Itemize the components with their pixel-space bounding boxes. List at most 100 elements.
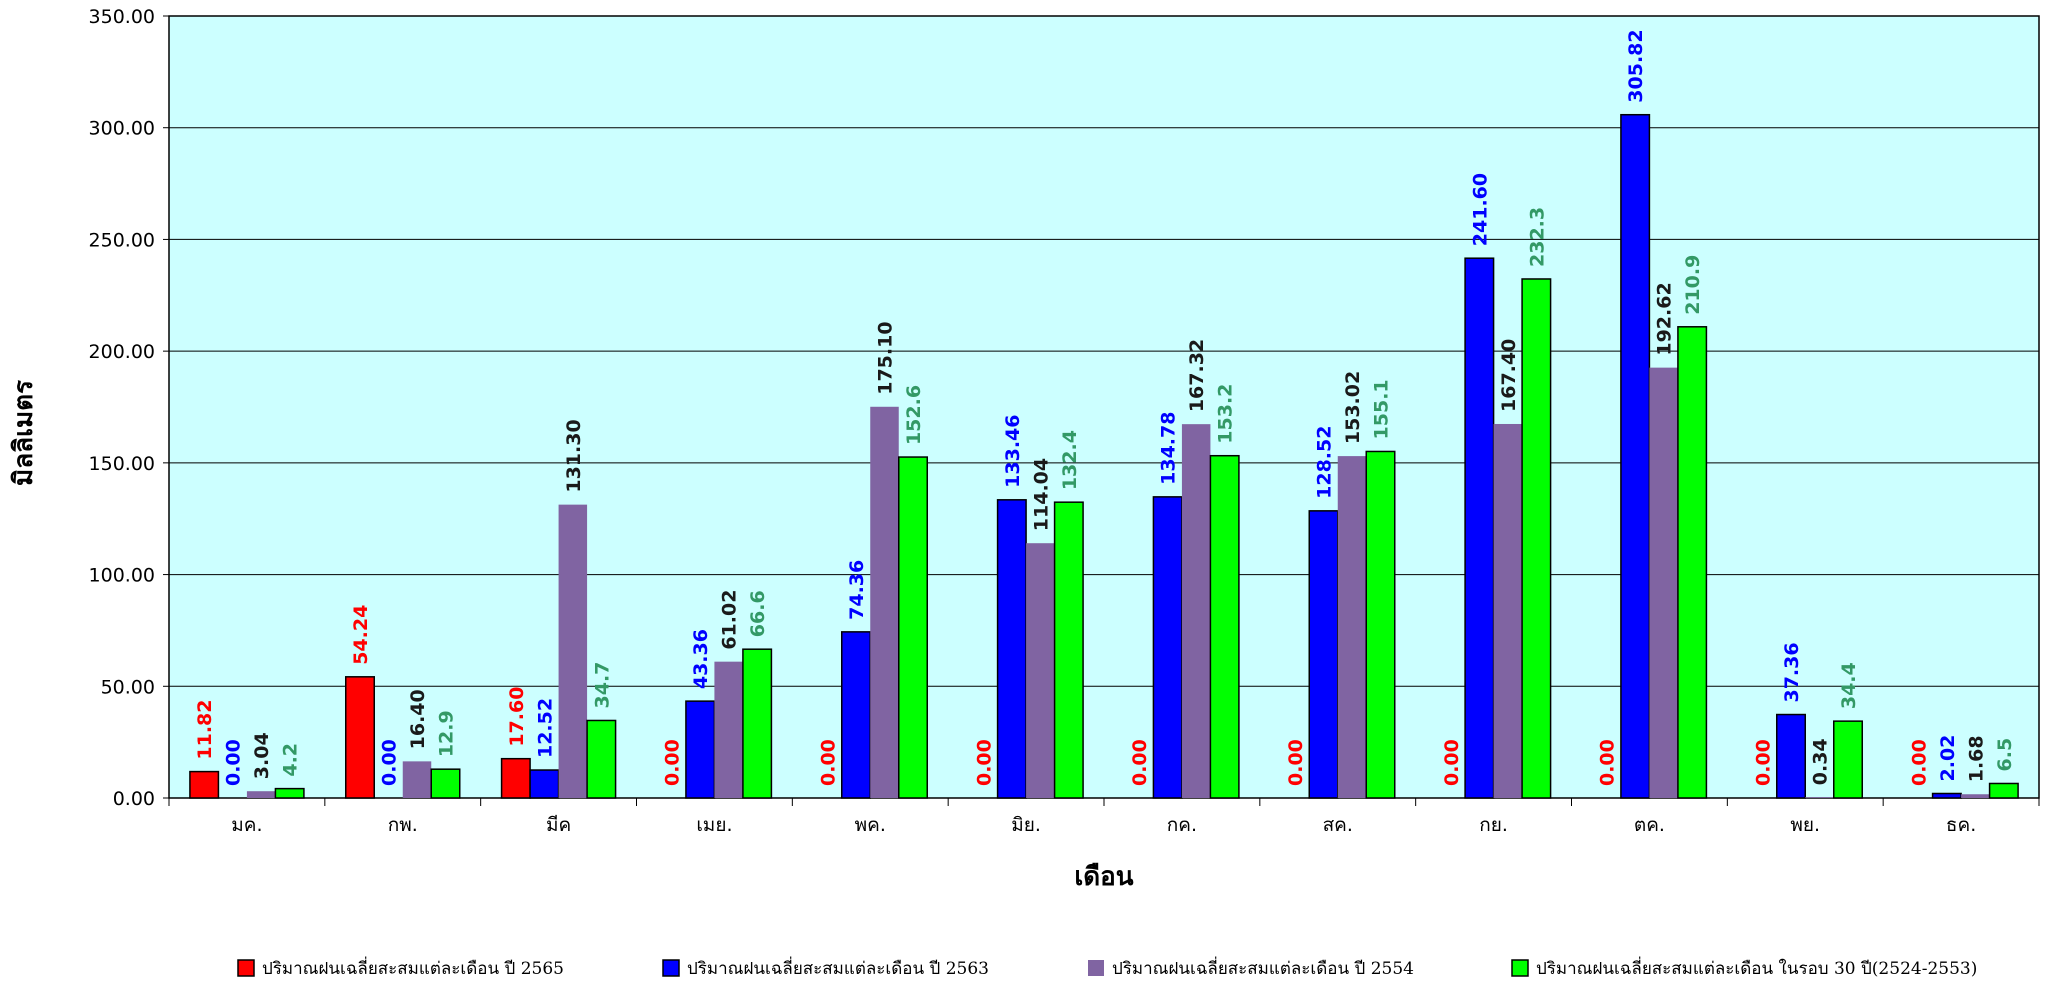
x-tick-label: กค. <box>1167 814 1197 836</box>
bar <box>1152 496 1183 799</box>
x-tick-label: พค. <box>855 814 886 836</box>
data-label: 0.00 <box>1753 739 1775 786</box>
y-tick-label: 250.00 <box>89 229 155 251</box>
data-label: 0.00 <box>662 739 684 786</box>
data-label: 74.36 <box>846 560 868 620</box>
data-label: 133.46 <box>1002 414 1024 487</box>
bar <box>1308 510 1339 799</box>
bar <box>402 761 432 798</box>
data-label: 0.00 <box>1597 739 1619 786</box>
bar <box>1493 423 1523 798</box>
bar <box>1649 367 1678 798</box>
data-label: 4.2 <box>280 743 302 777</box>
y-tick-label: 0.00 <box>113 788 155 810</box>
legend: ปริมาณฝนเฉลี่ยสะสมแต่ละเดือน ปี 2565 ปริม… <box>237 956 1977 979</box>
data-label: 43.36 <box>690 629 712 689</box>
data-label: 34.7 <box>591 662 613 709</box>
bar <box>742 648 773 799</box>
bar <box>714 661 743 798</box>
x-tick-label: มค. <box>231 814 262 836</box>
bar <box>841 631 871 799</box>
x-tick-label: กพ. <box>388 814 418 836</box>
data-label: 152.6 <box>903 385 925 445</box>
data-label: 6.5 <box>1994 738 2016 772</box>
data-label: 153.2 <box>1215 384 1237 444</box>
data-label: 134.78 <box>1158 412 1180 485</box>
data-label: 54.24 <box>350 605 372 665</box>
bar <box>1776 713 1806 799</box>
legend-label: ปริมาณฝนเฉลี่ยสะสมแต่ละเดือน ปี 2565 <box>262 956 564 979</box>
data-label: 0.00 <box>1908 739 1930 786</box>
axis-layer: 0.00 50.00 100.00 150.00 200.00 250.00 300.00 3… <box>89 6 2040 836</box>
bar <box>246 791 276 798</box>
data-label: 305.82 <box>1625 29 1647 102</box>
data-label: 34.4 <box>1838 662 1860 709</box>
data-label: 210.9 <box>1682 255 1704 315</box>
data-label: 0.00 <box>223 739 245 786</box>
bar <box>685 700 716 799</box>
data-label: 0.00 <box>1441 739 1463 786</box>
bar <box>996 499 1027 799</box>
bar <box>898 456 928 799</box>
data-label: 3.04 <box>251 732 273 779</box>
bar <box>1988 782 2019 799</box>
bar <box>586 719 617 799</box>
data-labels-layer: 11.82 54.24 17.60 0.00 0.00 0.00 0.00 0.00 0.00 0… <box>194 29 2016 786</box>
bar <box>1805 797 1834 798</box>
y-tick-label: 100.00 <box>89 565 155 587</box>
bars-layer <box>189 113 2019 799</box>
bar <box>1209 454 1240 799</box>
y-axis-title: มิลลิเมตร <box>9 380 39 486</box>
y-tick-label: 50.00 <box>101 676 155 698</box>
bar <box>430 768 461 799</box>
data-label: 16.40 <box>407 689 429 749</box>
x-tick-label: กย. <box>1479 814 1508 836</box>
bar <box>1677 326 1708 799</box>
data-label: 61.02 <box>719 590 741 650</box>
bar <box>274 787 305 799</box>
x-tick-label: มีค <box>546 814 571 836</box>
legend-swatch <box>1511 959 1529 977</box>
plot-area <box>168 15 2040 799</box>
data-label: 11.82 <box>194 699 216 759</box>
data-label: 192.62 <box>1654 282 1676 355</box>
data-label: 37.36 <box>1781 642 1803 702</box>
y-tick-label: 150.00 <box>89 453 155 475</box>
bar <box>500 757 531 799</box>
x-tick-label: ตค. <box>1634 814 1665 836</box>
data-label: 0.00 <box>1285 739 1307 786</box>
data-label: 0.34 <box>1810 738 1832 785</box>
data-label: 12.52 <box>534 698 556 758</box>
bar <box>1620 113 1651 799</box>
data-label: 167.40 <box>1498 339 1520 412</box>
data-label: 155.1 <box>1371 379 1393 439</box>
bar <box>189 770 220 799</box>
data-label: 153.02 <box>1342 371 1364 444</box>
bar <box>1365 450 1396 799</box>
data-label: 1.68 <box>1965 735 1987 782</box>
bar <box>870 406 899 798</box>
bar <box>1833 720 1863 799</box>
x-tick-label: พย. <box>1790 814 1820 836</box>
legend-swatch <box>237 959 255 977</box>
x-axis-title: เดือน <box>1074 862 1133 892</box>
data-label: 175.10 <box>875 321 897 394</box>
data-label: 241.60 <box>1469 173 1491 246</box>
x-tick-label: มิย. <box>1011 814 1041 836</box>
data-label: 232.3 <box>1526 207 1548 267</box>
data-label: 2.02 <box>1937 735 1959 782</box>
data-label: 17.60 <box>506 687 528 747</box>
legend-label: ปริมาณฝนเฉลี่ยสะสมแต่ละเดือน ปี 2554 <box>1112 956 1414 979</box>
data-label: 131.30 <box>563 419 585 492</box>
data-label: 12.9 <box>436 710 458 757</box>
y-tick-label: 200.00 <box>89 341 155 363</box>
legend-swatch <box>1088 960 1104 976</box>
data-label: 0.00 <box>1129 739 1151 786</box>
x-tick-label: ธค. <box>1946 814 1976 836</box>
data-label: 167.32 <box>1186 339 1208 412</box>
data-label: 0.00 <box>379 739 401 786</box>
x-tick-label: เมย. <box>696 814 732 836</box>
bar <box>1026 543 1055 798</box>
